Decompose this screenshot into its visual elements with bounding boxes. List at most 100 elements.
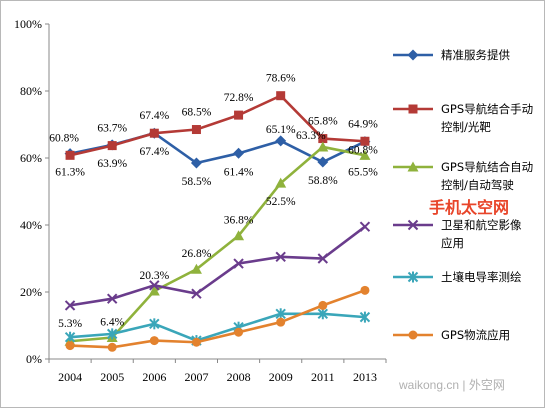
data-label: 52.5%: [266, 196, 296, 208]
y-tick-label: 40%: [20, 218, 42, 232]
data-label: 64.9%: [348, 119, 378, 131]
data-point: [275, 251, 286, 263]
data-point: [64, 300, 76, 311]
data-label: 63.3%: [296, 130, 326, 142]
data-label: 67.4%: [139, 110, 169, 122]
data-point: [149, 336, 159, 346]
data-point: [317, 141, 329, 152]
data-point: [190, 157, 202, 169]
legend-label: 应用: [441, 236, 464, 250]
data-label: 63.7%: [97, 123, 127, 135]
data-label: 58.8%: [308, 175, 338, 187]
series-line-2: [69, 94, 366, 157]
data-point: [64, 331, 76, 343]
legend-label: 控制/光靶: [441, 120, 491, 134]
data-label: 20.3%: [139, 270, 169, 282]
data-point: [65, 150, 75, 160]
x-tick-label: 2013: [353, 370, 377, 384]
data-point: [318, 300, 328, 310]
watermark-red-text: 手机太空网: [429, 198, 509, 217]
legend-item-1: 精准服务提供: [393, 48, 510, 62]
legend-item-5: 土壤电导率测绘: [393, 270, 522, 284]
data-point: [190, 263, 202, 274]
data-point: [317, 156, 329, 168]
data-point: [276, 91, 286, 101]
data-point: [359, 221, 371, 232]
data-point: [65, 341, 75, 351]
series-line-6: [70, 289, 366, 349]
data-point: [191, 125, 201, 135]
watermark: 手机太空网 waikong.cn | 外空网: [398, 198, 509, 392]
data-label: 63.9%: [97, 158, 127, 170]
watermark-footer: waikong.cn | 外空网: [398, 378, 505, 392]
data-label: 5.3%: [58, 318, 82, 330]
data-label: 60.8%: [49, 132, 79, 144]
series-line-5: [69, 312, 366, 342]
data-label: 61.4%: [224, 166, 254, 178]
legend-swatch-marker: [407, 271, 419, 283]
legend-swatch-marker: [407, 161, 419, 172]
data-point: [317, 253, 329, 264]
data-point: [149, 280, 160, 291]
y-tick-label: 20%: [20, 285, 42, 299]
data-label: 78.6%: [266, 73, 296, 85]
data-point: [234, 327, 244, 337]
data-point: [318, 134, 328, 144]
data-labels-layer: 61.3% 63.9% 67.4% 58.5% 61.4% 65.1% 58.8% 64.9%…: [49, 73, 378, 331]
data-point: [275, 308, 286, 320]
x-tick-label: 2009: [269, 370, 293, 384]
x-tick-label: 2008: [227, 370, 251, 384]
x-tick-label: 2004: [58, 370, 82, 384]
data-point: [233, 230, 245, 241]
data-label: 68.5%: [182, 107, 212, 119]
data-label: 60.8%: [348, 144, 378, 156]
legend-label: GPS导航结合手动: [441, 102, 533, 116]
data-point: [359, 149, 371, 160]
series-layer: [64, 91, 371, 352]
data-point: [360, 136, 370, 146]
data-point: [360, 285, 370, 295]
data-point: [149, 318, 160, 330]
data-point: [191, 337, 201, 347]
data-label: 61.3%: [55, 167, 85, 179]
legend-swatch-marker: [408, 104, 418, 114]
data-point: [233, 147, 245, 159]
data-point: [191, 288, 202, 299]
legend-label: GPS导航结合自动: [441, 160, 533, 174]
data-point: [233, 258, 244, 269]
data-point: [107, 141, 117, 151]
legend-label: 精准服务提供: [441, 48, 510, 62]
data-point: [275, 135, 287, 147]
data-label: 65.8%: [308, 116, 338, 128]
data-label-extra: 65.5%: [348, 166, 378, 178]
y-tick-label: 100%: [14, 17, 42, 31]
y-tick-label: 60%: [20, 151, 42, 165]
data-point: [106, 328, 118, 340]
data-label: 67.4%: [139, 146, 169, 158]
series-line-3: [69, 145, 366, 343]
data-point: [149, 128, 159, 138]
legend-label: 控制/自动驾驶: [441, 178, 514, 192]
data-point: [106, 293, 118, 304]
x-tick-label: 2007: [184, 370, 208, 384]
legend-swatch-marker: [408, 330, 418, 340]
legend-label: GPS物流应用: [441, 328, 510, 342]
data-label: 72.8%: [224, 92, 254, 104]
y-tick-label: 0%: [26, 352, 42, 366]
x-tick-label: 2005: [100, 370, 124, 384]
data-label: 65.1%: [266, 124, 296, 136]
data-label: 6.4%: [100, 317, 124, 329]
data-point: [275, 177, 287, 188]
legend-swatch-marker: [407, 49, 419, 61]
data-label: 26.8%: [182, 248, 212, 260]
data-point: [107, 342, 117, 352]
legend-swatch-marker: [407, 219, 419, 231]
chart-axes: 0% 20% 40% 60% 80% 100% 2004 2005 2006 2007 2008 20…: [14, 17, 387, 384]
data-point: [234, 110, 244, 120]
